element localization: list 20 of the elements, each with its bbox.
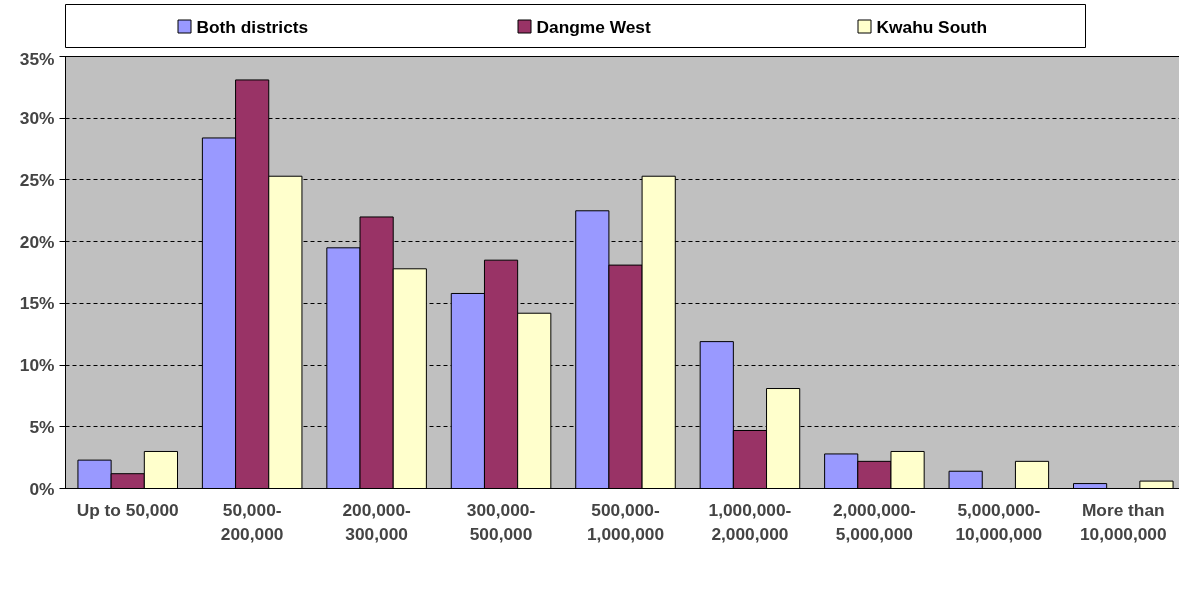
- x-tick-label: 50,000- 200,000: [220, 499, 284, 544]
- y-tick-label: 10%: [19, 355, 55, 376]
- x-tick-label: More than 10,000,000: [1079, 499, 1167, 544]
- x-tick-label: Up to 50,000: [76, 499, 179, 520]
- x-tick-label: 5,000,000- 10,000,000: [955, 499, 1043, 544]
- y-tick-label: 0%: [29, 478, 55, 499]
- y-tick-label: 15%: [19, 293, 55, 314]
- y-tick-label: 35%: [19, 48, 55, 69]
- legend-label: Both districts: [196, 16, 309, 37]
- y-tick-label: 20%: [19, 231, 55, 252]
- legend-label: Dangme West: [536, 16, 651, 37]
- y-tick-label: 25%: [19, 169, 55, 190]
- y-tick-label: 5%: [29, 416, 55, 437]
- x-tick-label: 2,000,000- 5,000,000: [832, 499, 917, 544]
- y-tick-label: 30%: [19, 108, 55, 129]
- x-tick-label: 500,000- 1,000,000: [586, 499, 665, 544]
- x-tick-label: 200,000- 300,000: [342, 499, 412, 544]
- legend-label: Kwahu South: [876, 16, 988, 37]
- x-tick-label: 300,000- 500,000: [466, 499, 536, 544]
- x-tick-label: 1,000,000- 2,000,000: [708, 499, 792, 544]
